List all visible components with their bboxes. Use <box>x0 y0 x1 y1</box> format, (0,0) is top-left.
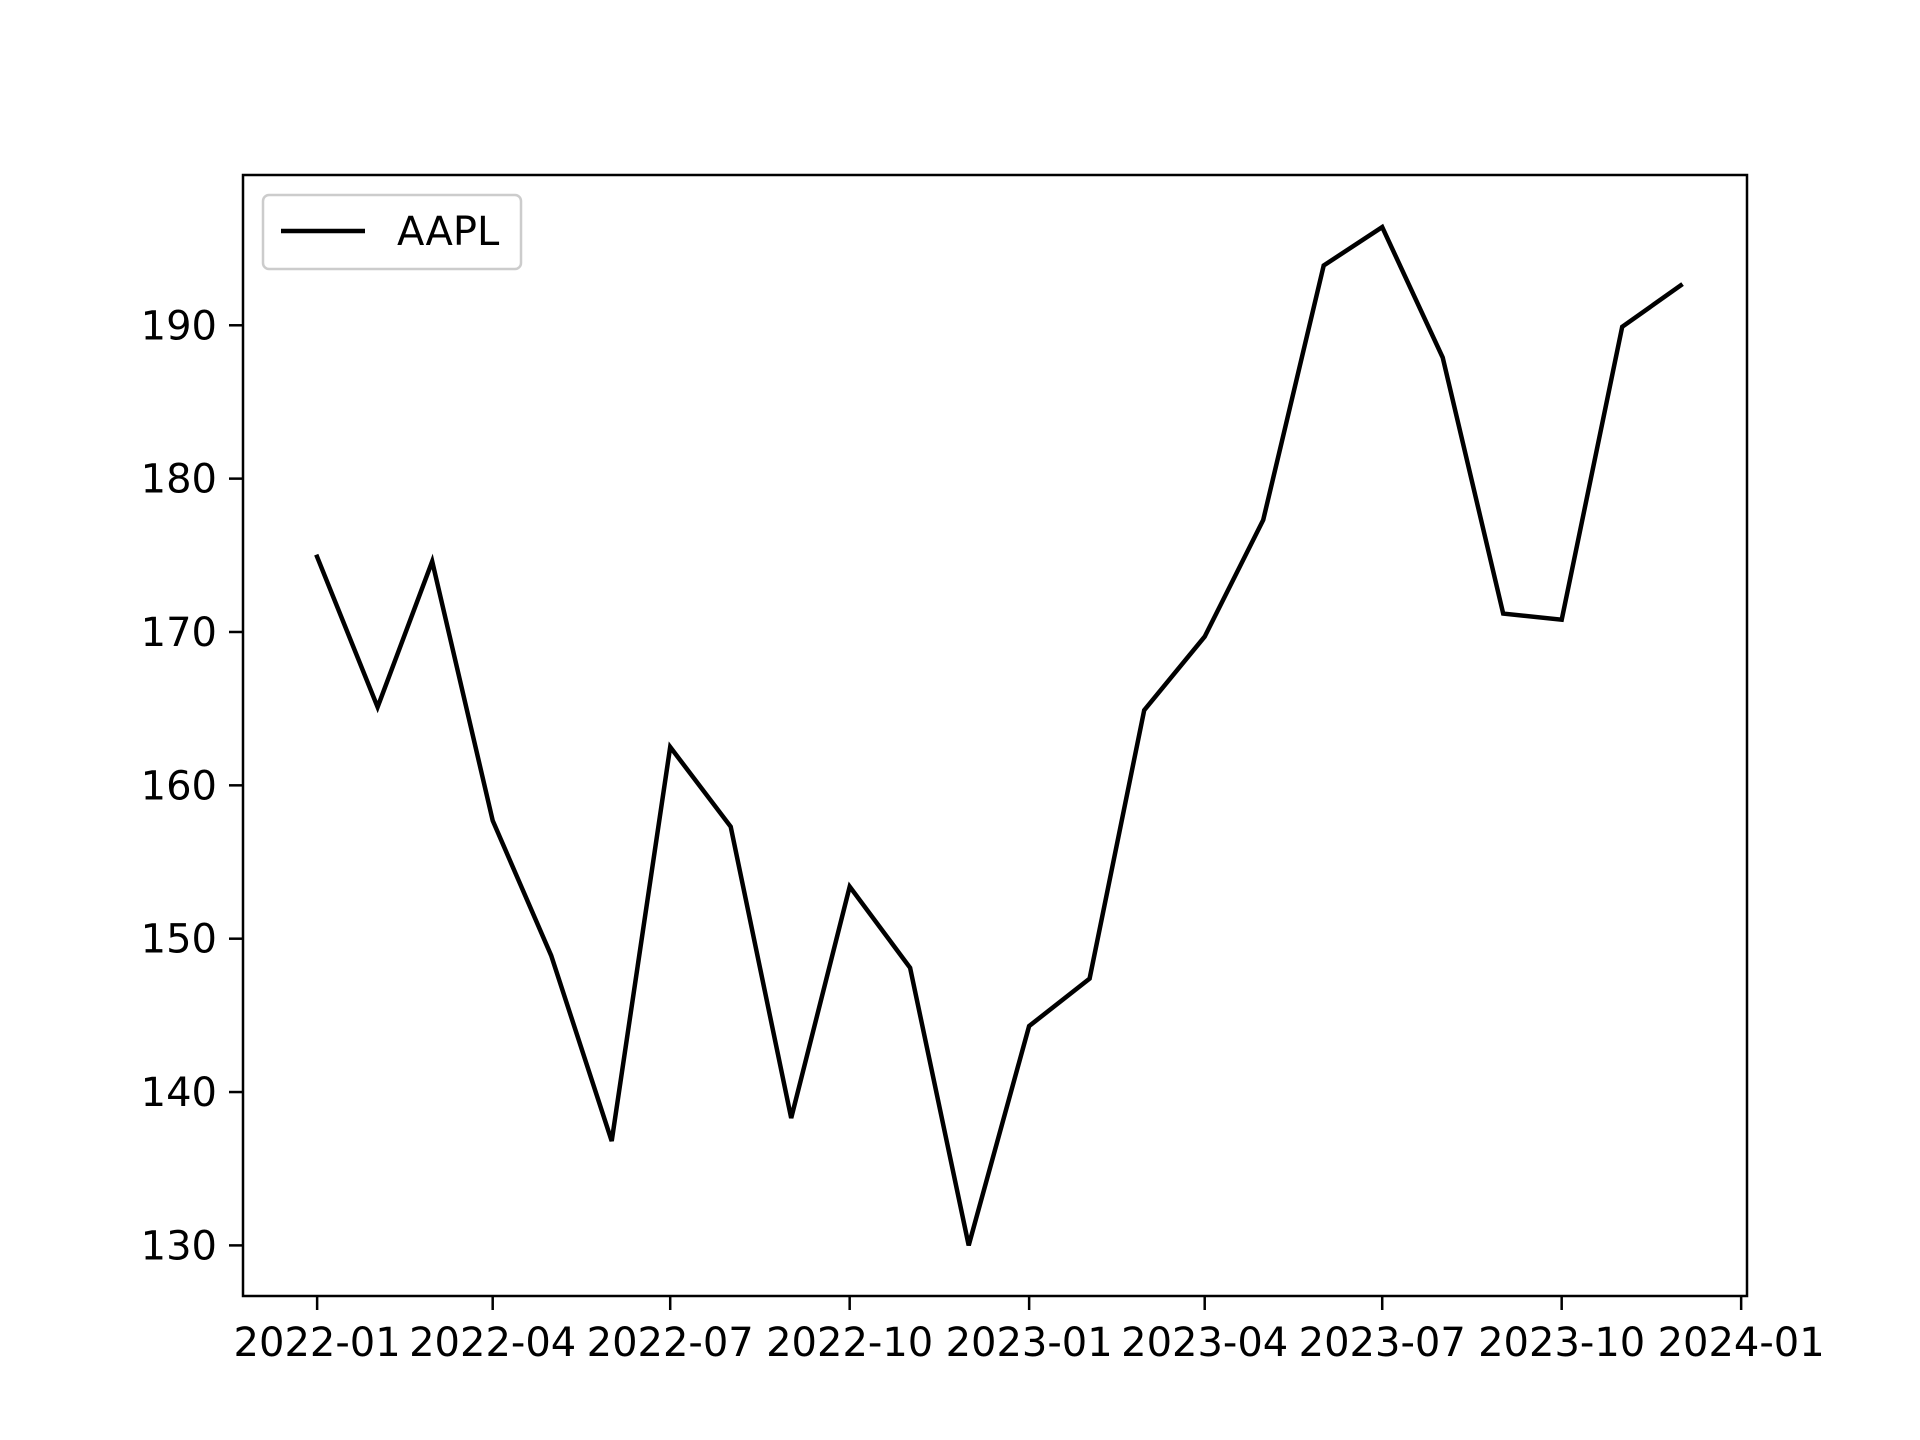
x-tick-label: 2023-07 <box>1299 1320 1466 1366</box>
y-tick-label: 140 <box>141 1070 217 1116</box>
y-tick-label: 130 <box>141 1223 217 1269</box>
y-axis: 130 140 150 160 170 180 190 <box>141 303 243 1269</box>
legend: AAPL <box>261 193 523 271</box>
legend-label-aapl: AAPL <box>397 209 500 255</box>
legend-box <box>261 193 523 271</box>
x-tick-label: 2024-01 <box>1658 1320 1825 1366</box>
y-tick-label: 180 <box>141 457 217 503</box>
y-tick-label: 170 <box>141 610 217 656</box>
x-tick-label: 2023-01 <box>946 1320 1113 1366</box>
x-tick-label: 2022-10 <box>766 1320 933 1366</box>
y-tick-label: 150 <box>141 917 217 963</box>
y-tick-label: 160 <box>141 763 217 809</box>
x-tick-label: 2022-01 <box>234 1320 401 1366</box>
x-tick-label: 2023-10 <box>1478 1320 1645 1366</box>
x-tick-label: 2022-07 <box>587 1320 754 1366</box>
y-tick-label: 190 <box>141 303 217 349</box>
series-line-aapl <box>314 223 1684 1246</box>
x-axis: 2022-01 2022-04 2022-07 2022-10 2023-01 2023-… <box>234 1296 1825 1366</box>
plot-area-frame <box>241 173 1749 1298</box>
x-tick-label: 2023-04 <box>1121 1320 1288 1366</box>
x-tick-label: 2022-04 <box>409 1320 576 1366</box>
series-layer <box>314 223 1684 1246</box>
